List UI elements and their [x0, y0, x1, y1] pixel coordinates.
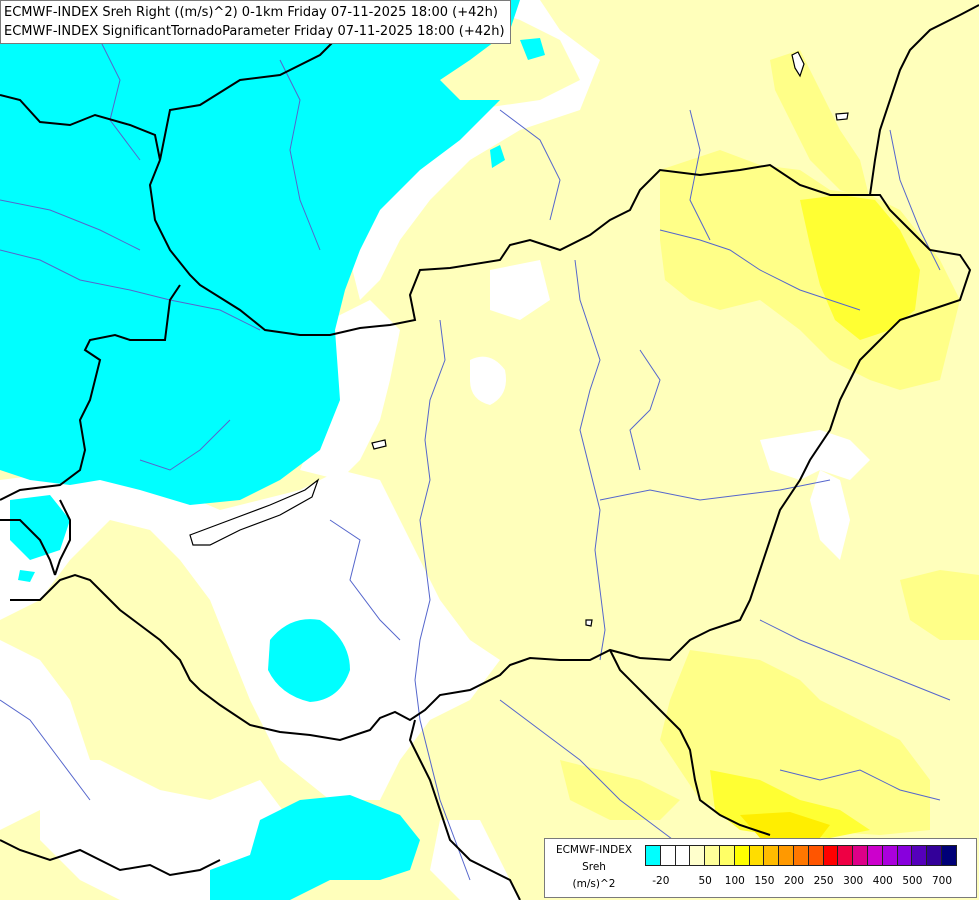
- legend-swatch: [689, 845, 706, 866]
- rivers: [0, 39, 951, 881]
- legend-swatch: [822, 845, 839, 866]
- legend-tick: 100: [724, 875, 745, 887]
- legend-swatch: [704, 845, 720, 866]
- legend-source: ECMWF-INDEX: [555, 844, 633, 856]
- legend-swatch: [837, 845, 854, 866]
- legend-swatch: [659, 845, 676, 866]
- negative-sreh-cyan-areas: [0, 0, 545, 900]
- legend-swatch: [763, 845, 780, 866]
- legend-tick: 500: [902, 875, 923, 887]
- lakes: [189, 51, 849, 627]
- legend-tick: 300: [843, 875, 864, 887]
- legend-tick: 700: [931, 875, 953, 887]
- legend-color-bar: [645, 845, 957, 866]
- title-line-sreh: ECMWF-INDEX Sreh Right ((m/s)^2) 0-1km F…: [4, 5, 498, 20]
- legend-swatch: [866, 845, 883, 866]
- map-title-box: ECMWF-INDEX Sreh Right ((m/s)^2) 0-1km F…: [0, 0, 511, 44]
- legend-swatch: [807, 845, 824, 866]
- legend-swatch: [733, 845, 750, 866]
- legend-tick: 50: [698, 875, 712, 887]
- color-legend: ECMWF-INDEX Sreh (m/s)^2 -20 50 100 150 200 2…: [544, 838, 977, 898]
- legend-variable: Sreh: [582, 861, 606, 873]
- legend-swatch: [778, 845, 794, 866]
- legend-swatch: [792, 845, 809, 866]
- legend-swatch: [911, 845, 928, 866]
- legend-swatch: [718, 845, 735, 866]
- legend-swatch: [674, 845, 691, 866]
- legend-swatch: [852, 845, 868, 866]
- legend-swatch: [926, 845, 942, 866]
- legend-swatch: [881, 845, 898, 866]
- title-line-stp: ECMWF-INDEX SignificantTornadoParameter …: [4, 24, 505, 39]
- legend-tick: 250: [813, 875, 834, 887]
- legend-tick: 150: [754, 875, 775, 887]
- legend-swatch: [896, 845, 913, 866]
- legend-swatch: [940, 845, 957, 866]
- legend-unit: (m/s)^2: [572, 878, 616, 890]
- legend-tick: 200: [783, 875, 805, 887]
- low-sreh-white-areas: [0, 0, 870, 900]
- legend-swatch: [645, 845, 661, 866]
- legend-tick: -20: [652, 875, 670, 887]
- legend-tick: 400: [872, 875, 893, 887]
- legend-swatch: [748, 845, 765, 866]
